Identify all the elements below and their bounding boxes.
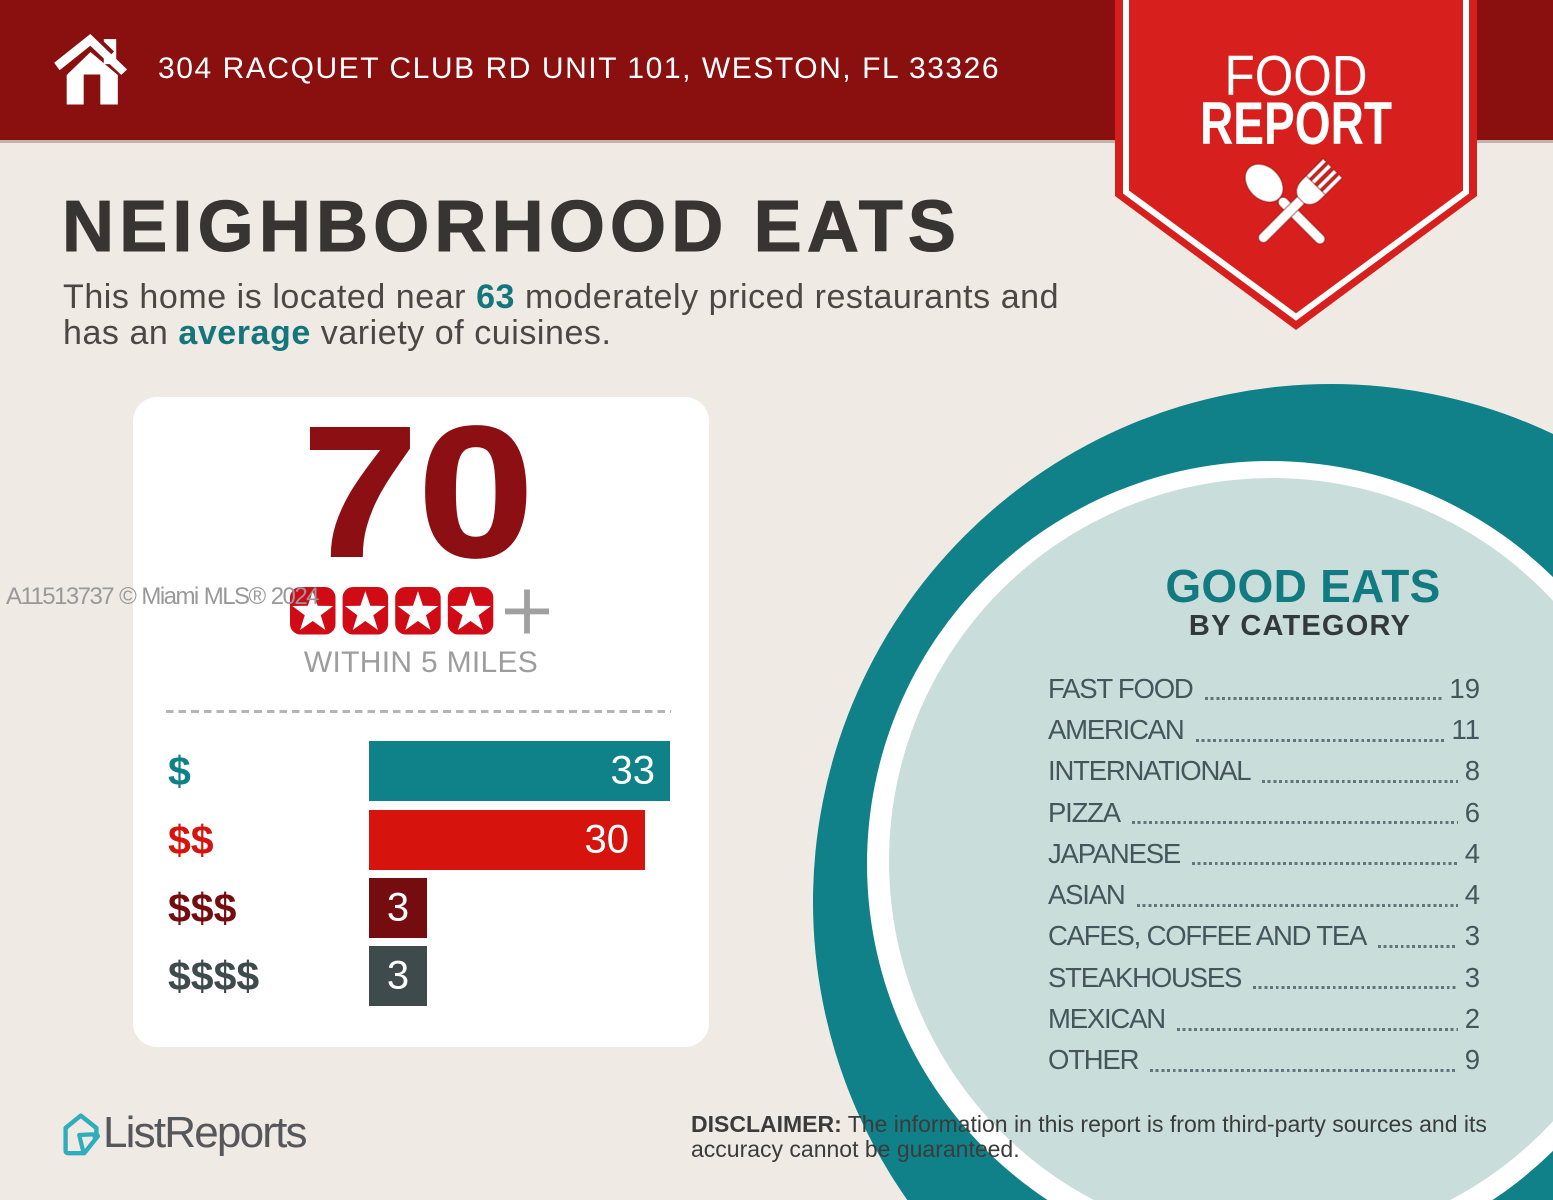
svg-text:FOOD: FOOD: [1225, 44, 1368, 108]
svg-text:REPORT: REPORT: [1200, 90, 1392, 157]
